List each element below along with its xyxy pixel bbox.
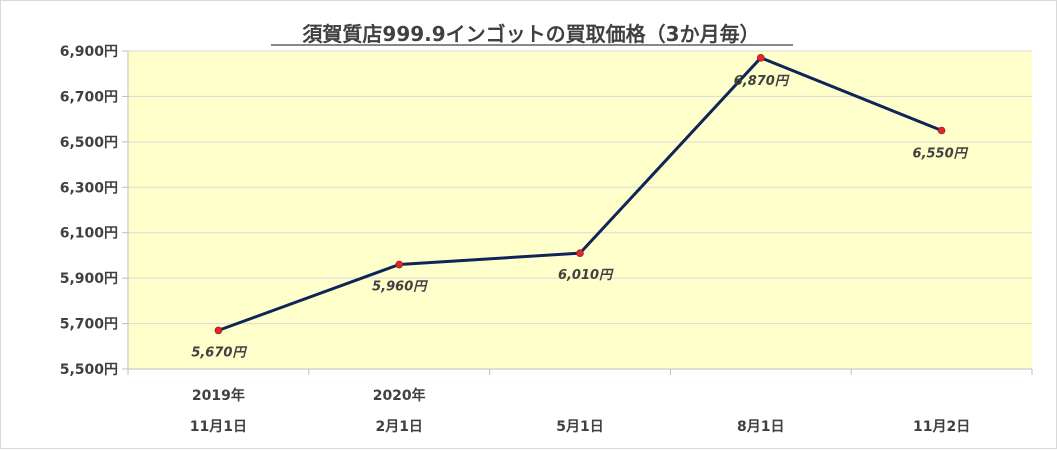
data-point-0 [214, 326, 223, 335]
y-tick-label-4: 6,300円 [60, 180, 118, 196]
y-tick-label-7: 6,900円 [60, 44, 118, 60]
data-labels: 5,670円 5,960円 6,010円 6,870円 6,550円 [191, 74, 968, 361]
data-label-4: 6,550円 [913, 147, 969, 162]
data-label-2: 6,010円 [558, 268, 614, 283]
plot-area [128, 51, 1032, 369]
x-tick-label-1-date: 2月1日 [375, 419, 422, 435]
x-tick-label-2-date: 5月1日 [556, 419, 603, 435]
x-tick-label-0-year: 2019年 [192, 387, 245, 404]
data-point-3 [756, 54, 765, 62]
y-tick-label-6: 6,700円 [60, 89, 118, 105]
y-tick-label-3: 6,100円 [60, 226, 118, 242]
y-tick-label-1: 5,700円 [60, 317, 118, 333]
y-tick-label-0: 5,500円 [60, 362, 118, 378]
axes [122, 50, 1033, 375]
x-axis-ticks: 2019年 11月1日 2020年 2月1日 5月1日 8月1日 11月2日 [190, 387, 970, 435]
data-point-4 [937, 126, 946, 135]
y-axis-ticks: 5,500円 5,700円 5,900円 6,100円 6,300円 6,500円 6,70… [60, 44, 118, 378]
y-tick-label-2: 5,900円 [60, 271, 118, 287]
y-tick-label-5: 6,500円 [60, 135, 118, 151]
gridlines [128, 50, 1032, 325]
x-tick-label-3-date: 8月1日 [737, 419, 784, 435]
chart-title: 須賀質店999.9インゴットの買取価格（3か月毎） [302, 22, 759, 46]
x-tick-label-4-date: 11月2日 [913, 419, 970, 435]
data-label-1: 5,960円 [372, 280, 428, 295]
data-point-2 [576, 249, 584, 257]
data-label-0: 5,670円 [191, 345, 247, 360]
data-label-3: 6,870円 [734, 74, 790, 89]
x-tick-label-1-year: 2020年 [373, 387, 426, 404]
data-point-1 [395, 260, 404, 269]
x-tick-label-0-date: 11月1日 [190, 419, 247, 435]
series-group [214, 54, 946, 335]
